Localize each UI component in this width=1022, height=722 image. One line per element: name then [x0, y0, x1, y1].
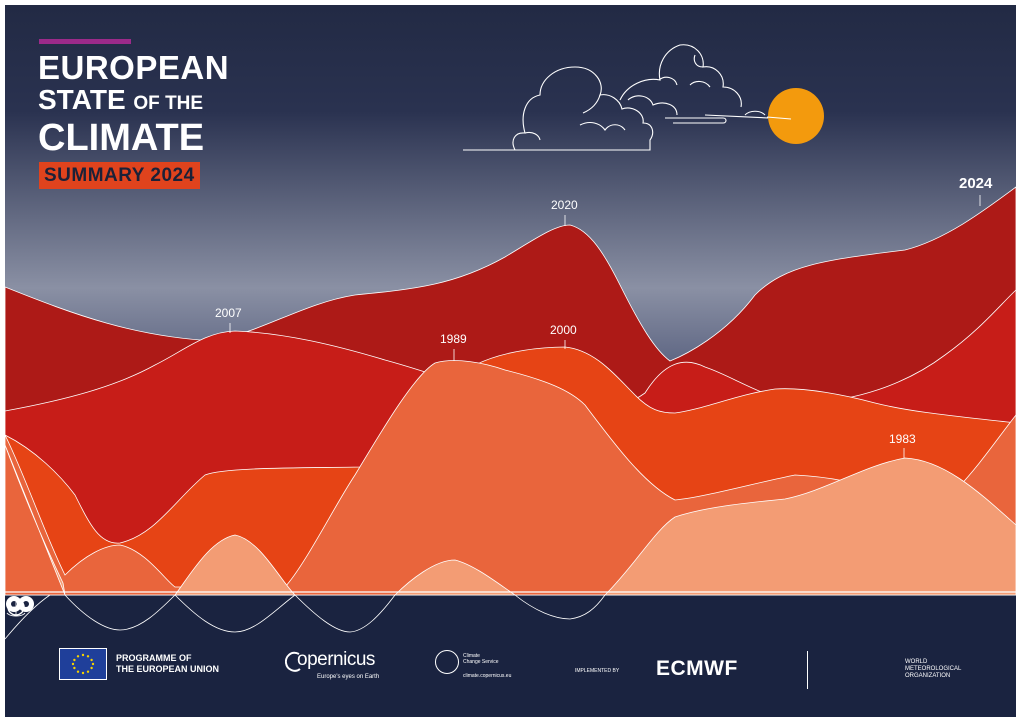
ecmwf-logo-icon: [6, 596, 34, 612]
footer-band: [5, 590, 1016, 717]
wmo-emblem-icon: [6, 598, 26, 617]
c3s-text: Climate Change Service: [463, 653, 523, 665]
title-line-2-small: OF THE: [133, 93, 204, 114]
year-label-2007: 2007: [215, 306, 242, 320]
sun-icon: [768, 88, 824, 144]
year-label-1989: 1989: [440, 332, 467, 346]
year-label-1983: 1983: [889, 432, 916, 446]
sun-ray: [766, 116, 792, 120]
c3s-line1: Climate: [463, 653, 480, 659]
title-line-3: CLIMATE: [38, 117, 205, 159]
cover-artwork: [5, 5, 1016, 717]
report-title: EUROPEAN STATE OF THE CLIMATE: [38, 51, 229, 159]
title-line-2: STATE OF THE: [38, 86, 229, 119]
summary-badge: SUMMARY 2024: [39, 162, 200, 189]
year-label-2020: 2020: [551, 198, 578, 212]
c3s-line2: Change Service: [463, 659, 499, 665]
c3s-url: climate.copernicus.eu: [463, 673, 512, 679]
title-line-1: EUROPEAN: [38, 49, 230, 86]
copernicus-name: opernicus: [297, 649, 375, 670]
wmo-line2: METEOROLOGICAL: [905, 666, 962, 672]
ecmwf-wordmark: ECMWF: [656, 657, 738, 680]
title-accent-bar: [39, 39, 131, 44]
temperature-layer-peach: [5, 444, 1016, 596]
title-line-2-main: STATE: [38, 84, 126, 115]
wmo-line1: WORLD: [905, 659, 928, 665]
partner-logos: PROGRAMME OF THE EUROPEAN UNION opernicu…: [5, 595, 1016, 717]
year-label-2000: 2000: [550, 323, 577, 337]
baseline-reflection-line: [5, 594, 606, 640]
c3s-logo-icon: [435, 650, 459, 674]
year-label-2024: 2024: [959, 175, 993, 192]
eu-programme-text: PROGRAMME OF THE EUROPEAN UNION: [116, 653, 236, 675]
logo-divider: [807, 651, 808, 689]
wmo-line3: ORGANIZATION: [905, 673, 951, 679]
eu-programme-line2: THE EUROPEAN UNION: [116, 664, 220, 674]
eu-flag-icon: [59, 648, 107, 680]
implemented-by-label: IMPLEMENTED BY: [575, 668, 620, 674]
copernicus-tagline: Europe's eyes on Earth: [317, 674, 380, 680]
report-cover: EUROPEAN STATE OF THE CLIMATE SUMMARY 20…: [5, 5, 1016, 717]
wmo-text: WORLD METEOROLOGICAL ORGANIZATION: [905, 659, 975, 680]
copernicus-logo-icon: [285, 651, 301, 672]
eu-programme-line1: PROGRAMME OF: [116, 653, 192, 663]
